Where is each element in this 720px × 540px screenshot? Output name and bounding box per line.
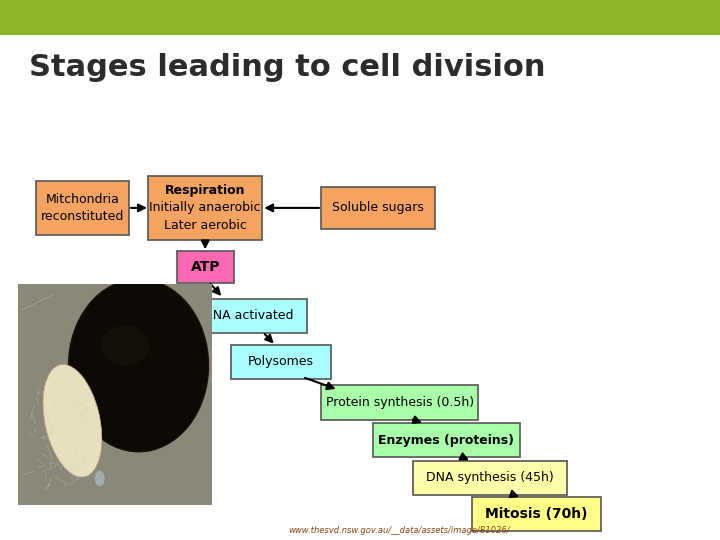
Text: Polysomes: Polysomes bbox=[248, 355, 314, 368]
FancyBboxPatch shape bbox=[148, 176, 262, 240]
Text: Protein synthesis (0.5h): Protein synthesis (0.5h) bbox=[325, 396, 474, 409]
FancyBboxPatch shape bbox=[189, 299, 307, 333]
Text: Later aerobic: Later aerobic bbox=[163, 219, 247, 232]
Ellipse shape bbox=[101, 326, 149, 366]
FancyBboxPatch shape bbox=[413, 461, 567, 495]
FancyBboxPatch shape bbox=[373, 423, 520, 457]
Text: Mitchondria
reconstituted: Mitchondria reconstituted bbox=[41, 193, 125, 223]
Text: Soluble sugars: Soluble sugars bbox=[332, 201, 424, 214]
Ellipse shape bbox=[95, 470, 104, 486]
FancyBboxPatch shape bbox=[321, 186, 435, 229]
FancyBboxPatch shape bbox=[230, 345, 331, 379]
Text: www.thesvd.nsw.gov.au/__data/assets/image/81026/: www.thesvd.nsw.gov.au/__data/assets/imag… bbox=[288, 526, 510, 535]
Text: ATP: ATP bbox=[191, 260, 220, 274]
FancyBboxPatch shape bbox=[36, 181, 130, 234]
FancyBboxPatch shape bbox=[177, 252, 233, 283]
Text: Mitosis (70h): Mitosis (70h) bbox=[485, 507, 588, 521]
Text: Stages leading to cell division: Stages leading to cell division bbox=[29, 53, 545, 82]
Text: Initially anaerobic: Initially anaerobic bbox=[150, 201, 261, 214]
Text: Enzymes (proteins): Enzymes (proteins) bbox=[379, 434, 514, 447]
Text: DNA synthesis (45h): DNA synthesis (45h) bbox=[426, 471, 554, 484]
Bar bbox=[0, 0, 720, 35]
FancyBboxPatch shape bbox=[472, 497, 601, 531]
Text: RNA activated: RNA activated bbox=[204, 309, 293, 322]
FancyBboxPatch shape bbox=[321, 385, 479, 420]
Ellipse shape bbox=[68, 279, 209, 452]
Text: Respiration: Respiration bbox=[165, 184, 246, 197]
Ellipse shape bbox=[43, 364, 102, 477]
